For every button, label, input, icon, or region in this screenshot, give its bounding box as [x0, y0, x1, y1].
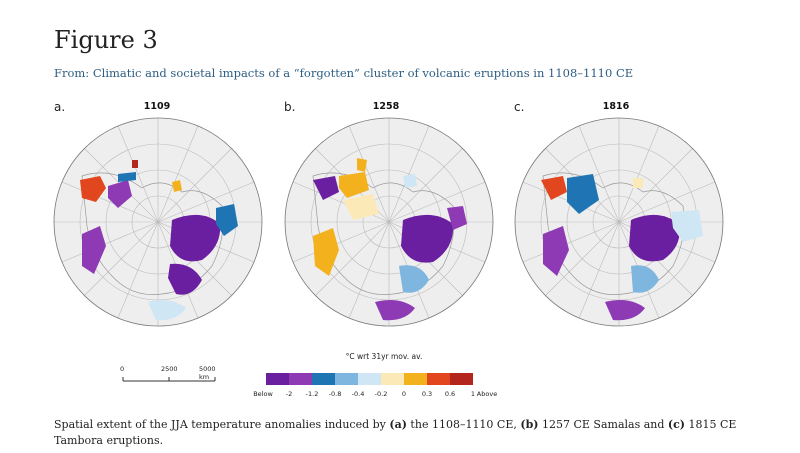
anomaly-region	[605, 300, 645, 321]
anomaly-region	[447, 206, 467, 230]
legend-tick-label: -2	[285, 390, 293, 398]
panel-c-label: c.	[514, 100, 525, 114]
anomaly-region	[633, 178, 643, 188]
anomaly-region	[375, 300, 415, 321]
anomaly-region	[82, 226, 106, 274]
anomaly-region	[216, 204, 238, 236]
anomaly-region	[401, 214, 454, 263]
anomaly-region	[399, 265, 429, 293]
caption-ref-b: (b)	[520, 418, 539, 431]
polar-map-b	[284, 117, 494, 327]
panel-a-year: 1109	[143, 101, 171, 112]
anomaly-region	[168, 263, 202, 295]
anomaly-region	[148, 300, 186, 321]
legend-swatch-5	[381, 373, 404, 385]
anomaly-region	[403, 174, 417, 188]
article-title-link[interactable]: Climatic and societal impacts of a “forg…	[92, 66, 634, 80]
anomaly-region	[118, 172, 136, 182]
caption-text: 1815 CE Tambora eruptions.	[54, 418, 737, 447]
legend-tick-labels: Below -2 -1.2 -0.8 -0.4 -0.2 0 0.3 0.6 1 Above	[253, 390, 517, 400]
legend-swatch-8	[450, 373, 473, 385]
figure-title: Figure 3	[54, 26, 158, 54]
legend-tick-label: -1.2	[305, 390, 319, 398]
legend-swatch-3	[335, 373, 358, 385]
scale-bar-graphic	[122, 377, 216, 382]
anomaly-region	[629, 214, 680, 262]
legend-tick-label: 0.6	[444, 390, 456, 398]
panel-a-label: a.	[54, 100, 66, 114]
legend-tick-label: -0.4	[351, 390, 365, 398]
legend-tick-label: 0.3	[421, 390, 433, 398]
anomaly-region	[357, 158, 367, 172]
anomaly-region	[170, 214, 221, 262]
panel-c-year: 1816	[602, 101, 630, 112]
legend-swatch-7	[427, 373, 450, 385]
caption-text: Spatial extent of the JJA temperature an…	[54, 418, 390, 431]
caption-text: the 1108–1110 CE,	[406, 418, 521, 431]
figure-caption: Spatial extent of the JJA temperature an…	[54, 417, 754, 449]
legend-swatch-0	[266, 373, 289, 385]
caption-ref-c: (c)	[667, 418, 686, 431]
legend-swatch-2	[312, 373, 335, 385]
scale-label-5000: 5000 km	[199, 365, 216, 381]
scale-label-2500: 2500	[161, 365, 178, 373]
anomaly-region	[339, 172, 369, 198]
legend-title: °C wrt 31yr mov. av.	[345, 352, 423, 361]
legend-swatch-6	[404, 373, 427, 385]
anomaly-region	[132, 160, 138, 168]
legend-tick-label: -0.2	[374, 390, 388, 398]
legend-tick-label: Above	[476, 390, 498, 398]
anomaly-region	[343, 194, 379, 220]
legend-tick-label: 0	[401, 390, 407, 398]
panel-b-label: b.	[284, 100, 296, 114]
caption-ref-a: (a)	[389, 418, 407, 431]
scale-label-0: 0	[120, 365, 125, 373]
polar-map-a	[53, 117, 263, 327]
anomaly-region	[172, 180, 182, 192]
source-line: From: Climatic and societal impacts of a…	[54, 66, 633, 80]
legend-swatch-1	[289, 373, 312, 385]
polar-map-c	[514, 117, 724, 327]
legend-tick-label: 1	[470, 390, 476, 398]
anomaly-region	[543, 226, 569, 276]
anomaly-region	[671, 210, 703, 242]
color-legend	[266, 373, 473, 385]
anomaly-region	[108, 180, 132, 208]
legend-tick-label: Below	[253, 390, 273, 398]
anomaly-region	[80, 176, 106, 202]
scale-bar: 0 2500 5000 km	[115, 365, 225, 391]
caption-text: 1257 CE Samalas and	[538, 418, 668, 431]
legend-tick-label: -0.8	[328, 390, 342, 398]
anomaly-region	[313, 176, 339, 200]
anomaly-region	[313, 228, 339, 276]
anomaly-region	[567, 174, 599, 214]
anomaly-region	[631, 265, 659, 293]
anomaly-region	[541, 176, 567, 200]
panel-b-year: 1258	[372, 101, 400, 112]
legend-swatch-4	[358, 373, 381, 385]
source-prefix: From:	[54, 66, 90, 80]
